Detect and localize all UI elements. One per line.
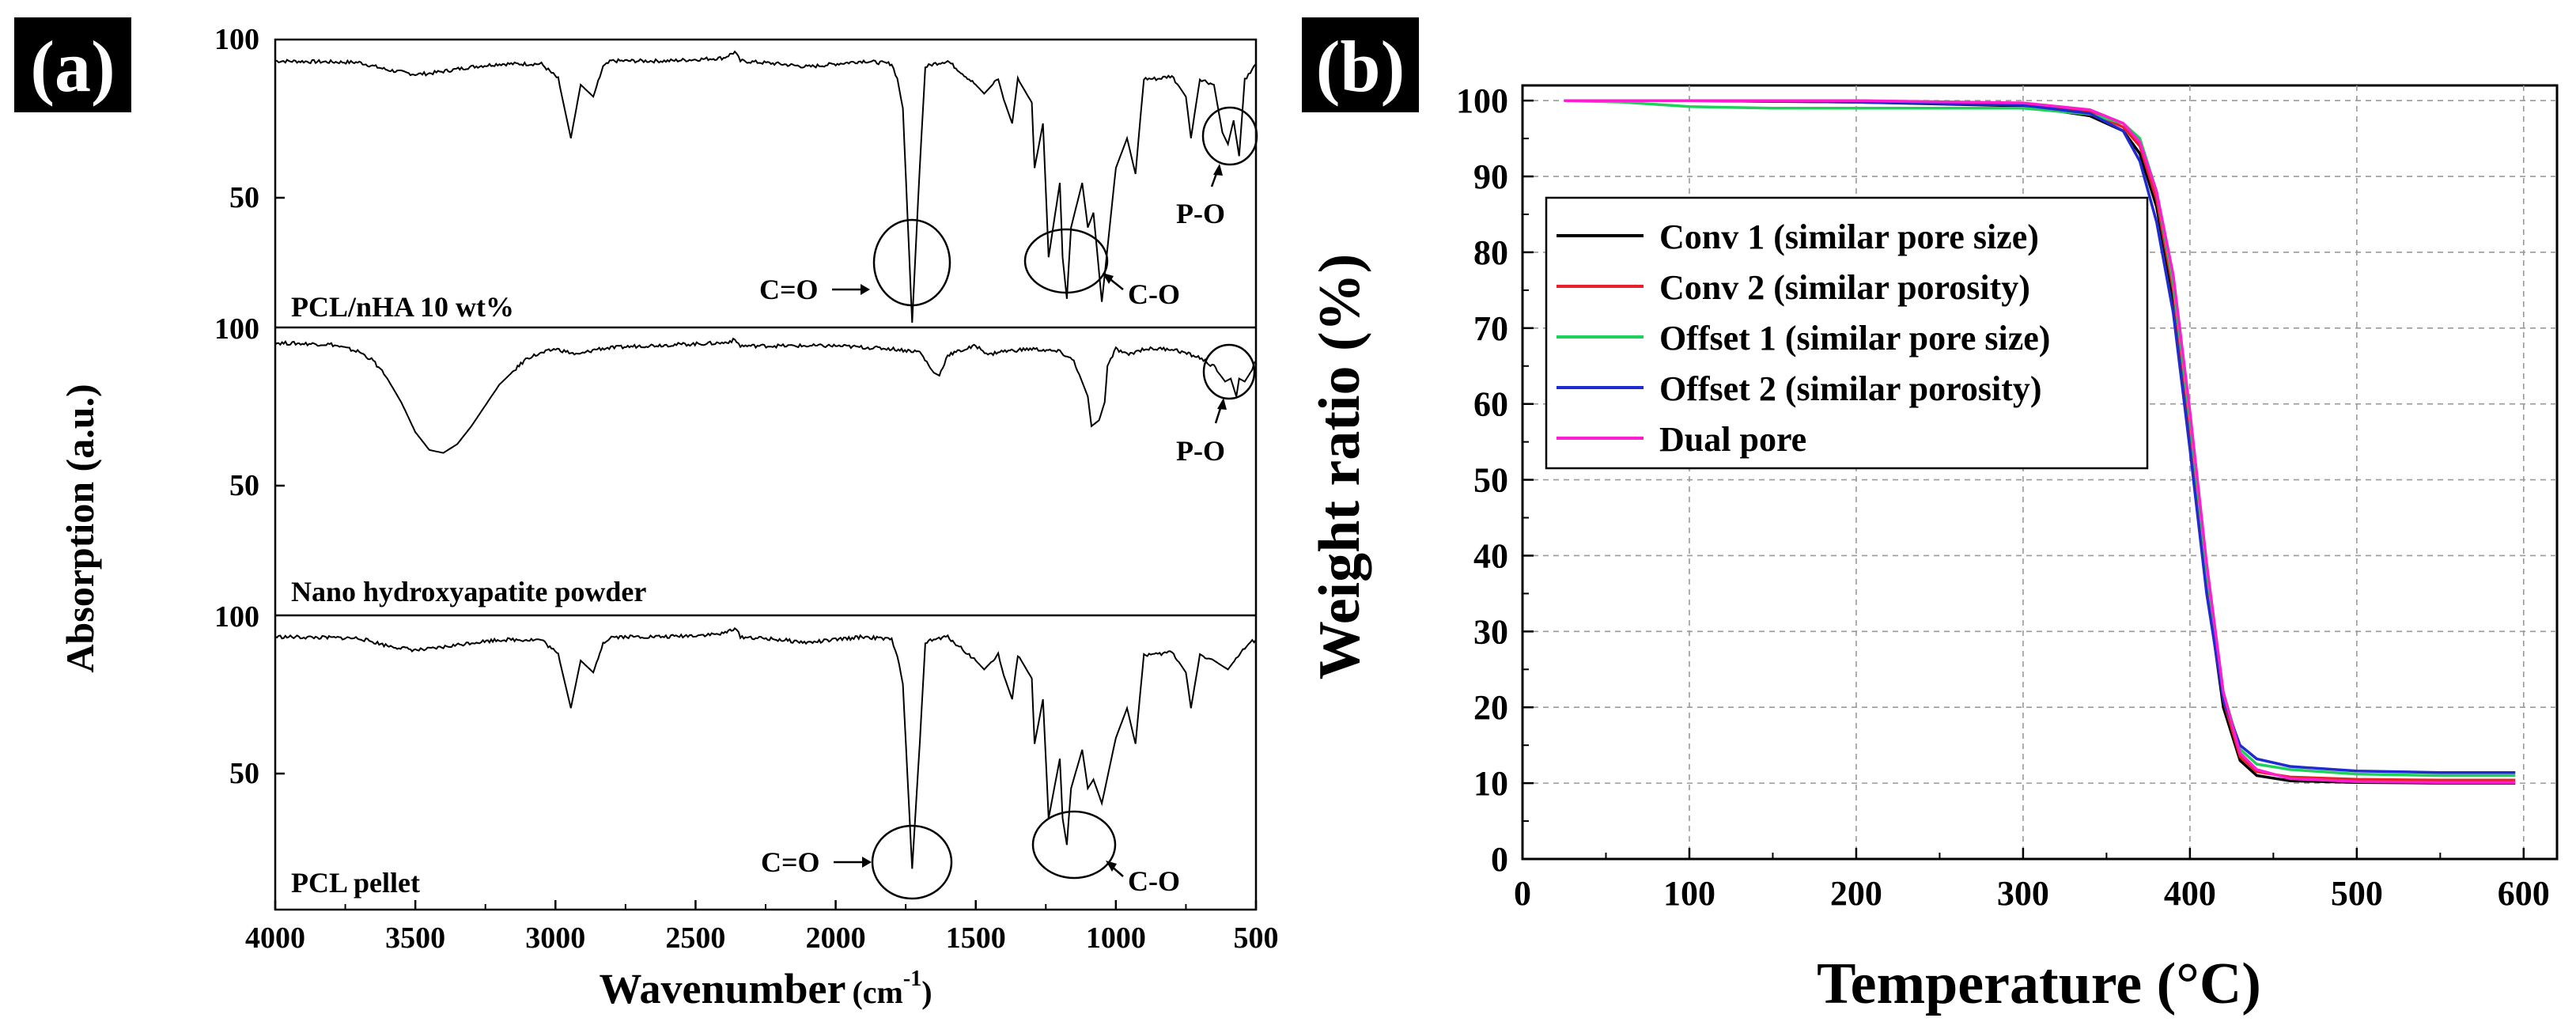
panel-b-ytick-100: 100: [1456, 81, 1508, 120]
arrow-head-c-o-bottom: [1106, 861, 1117, 872]
panel-a-ytick-50-bottom: 50: [229, 757, 259, 790]
legend-label-dual: Dual pore: [1659, 420, 1806, 459]
annotation-circle-po-top: [1201, 106, 1258, 166]
panel-a-xtick-2000: 2000: [806, 921, 866, 955]
spectrum-line-3: [274, 626, 1257, 869]
panel-b-ytick-20: 20: [1473, 688, 1508, 727]
panel-a-xtick-500: 500: [1234, 921, 1279, 955]
annotation-c-o-top: C-O: [1128, 278, 1180, 310]
panel-a-xtick-1500: 1500: [946, 921, 1006, 955]
panel-b-tag-text: (b): [1316, 26, 1405, 107]
panel-a-xlabel: Wavenumber (cm-1): [599, 965, 932, 1012]
panel-b-xtick-400: 400: [2164, 874, 2216, 913]
panel-b-ytick-0: 0: [1491, 840, 1508, 879]
panel-b-ytick-40: 40: [1473, 536, 1508, 575]
panel-b-xtick-100: 100: [1663, 874, 1715, 913]
spectrum-line-1: [274, 50, 1257, 323]
panel-a-xtick-3500: 3500: [385, 921, 445, 955]
arrow-head-co-double-bottom: [862, 857, 872, 868]
panel-a-ylabel: Absorption (a.u.): [58, 384, 102, 672]
panel-b-ytick-10: 10: [1473, 764, 1508, 803]
panel-b-frame: [1521, 84, 2559, 861]
panel-a-frame: [274, 38, 1258, 911]
arrow-head-po-top: [1213, 164, 1223, 176]
panel-a-ytick-50-mid: 50: [229, 469, 259, 502]
panel-b-xtick-0: 0: [1514, 874, 1531, 913]
arrow-head-c-o-top: [1103, 273, 1114, 284]
panel-a-label-pcl: PCL pellet: [291, 867, 420, 899]
legend-label-conv1: Conv 1 (similar pore size): [1659, 218, 2039, 256]
panel-a-ytick-100-mid: 100: [214, 312, 259, 346]
panel-a-xlabel-unit-sup: -1: [903, 967, 921, 991]
annotation-co-double-top: C=O: [759, 274, 819, 305]
panel-b-tag: (b): [1302, 17, 1419, 112]
annotation-po-top: P-O: [1176, 198, 1225, 229]
panel-a-tag: (a): [14, 17, 131, 112]
legend-label-offset1: Offset 1 (similar pore size): [1659, 319, 2050, 358]
panel-b-ytick-70: 70: [1473, 309, 1508, 348]
panel-a-ytick-50-top: 50: [229, 181, 259, 214]
annotation-circle-co-bottom: [871, 824, 953, 900]
panel-b-ytick-30: 30: [1473, 612, 1508, 651]
panel-a-xtick-2500: 2500: [665, 921, 725, 955]
annotation-circle-c-o-top: [1023, 228, 1109, 294]
panel-b: (b) Weight ratio (%) 0 100 200 300 400 500 600…: [1302, 17, 2559, 1016]
panel-b-xlabel: Temperature (°C): [1817, 952, 2261, 1016]
panel-a-ytick-100-top: 100: [214, 23, 259, 56]
panel-b-legend: Conv 1 (similar pore size) Conv 2 (simila…: [1545, 196, 2149, 470]
spectrum-line-2: [274, 337, 1257, 454]
panel-b-ytick-60: 60: [1473, 385, 1508, 424]
panel-b-ytick-80: 80: [1473, 233, 1508, 272]
panel-a: (a) Absorption (a.u.) 100 50 100 50 100 …: [14, 17, 1279, 1012]
panel-a-xtick-3000: 3000: [525, 921, 585, 955]
panel-a-xtick-1000: 1000: [1086, 921, 1146, 955]
panel-a-ytick-100-bottom: 100: [214, 600, 259, 634]
annotation-circle-c-o-bottom: [1031, 810, 1117, 880]
panel-b-ytick-50: 50: [1473, 461, 1508, 500]
legend-label-offset2: Offset 2 (similar porosity): [1659, 369, 2042, 408]
panel-a-xlabel-unit-close: ): [921, 974, 932, 1010]
arrow-head-co-double-top: [861, 284, 870, 295]
panel-a-tag-text: (a): [30, 26, 115, 107]
panel-b-xtick-600: 600: [2498, 874, 2550, 913]
panel-b-xtick-500: 500: [2331, 874, 2383, 913]
annotation-co-double-bottom: C=O: [761, 846, 820, 878]
legend-box: [1545, 196, 2149, 470]
tga-line-dual: [1564, 99, 2516, 784]
panel-b-xtick-200: 200: [1830, 874, 1882, 913]
panel-a-tag-background: [14, 17, 131, 112]
panel-a-label-nha: Nano hydroxyapatite powder: [291, 576, 646, 607]
panel-a-xlabel-main: Wavenumber: [599, 965, 845, 1012]
annotation-po-mid: P-O: [1176, 435, 1225, 467]
panel-a-xlabel-unit-open: (cm: [852, 974, 902, 1010]
panel-a-label-pcl-nha: PCL/nHA 10 wt%: [291, 291, 514, 323]
annotation-circle-co-top: [872, 218, 951, 307]
tga-line-offset2: [1564, 99, 2516, 774]
panel-b-xtick-300: 300: [1997, 874, 2049, 913]
panel-b-ylabel: Weight ratio (%): [1307, 254, 1372, 679]
panel-a-xtick-4000: 4000: [245, 921, 305, 955]
legend-label-conv2: Conv 2 (similar porosity): [1659, 268, 2030, 307]
panel-b-tag-background: [1302, 17, 1419, 112]
annotation-c-o-bottom: C-O: [1128, 865, 1180, 897]
panel-b-ytick-90: 90: [1473, 157, 1508, 196]
annotation-circle-po-mid: [1202, 343, 1256, 400]
arrow-head-po-mid: [1217, 398, 1227, 410]
